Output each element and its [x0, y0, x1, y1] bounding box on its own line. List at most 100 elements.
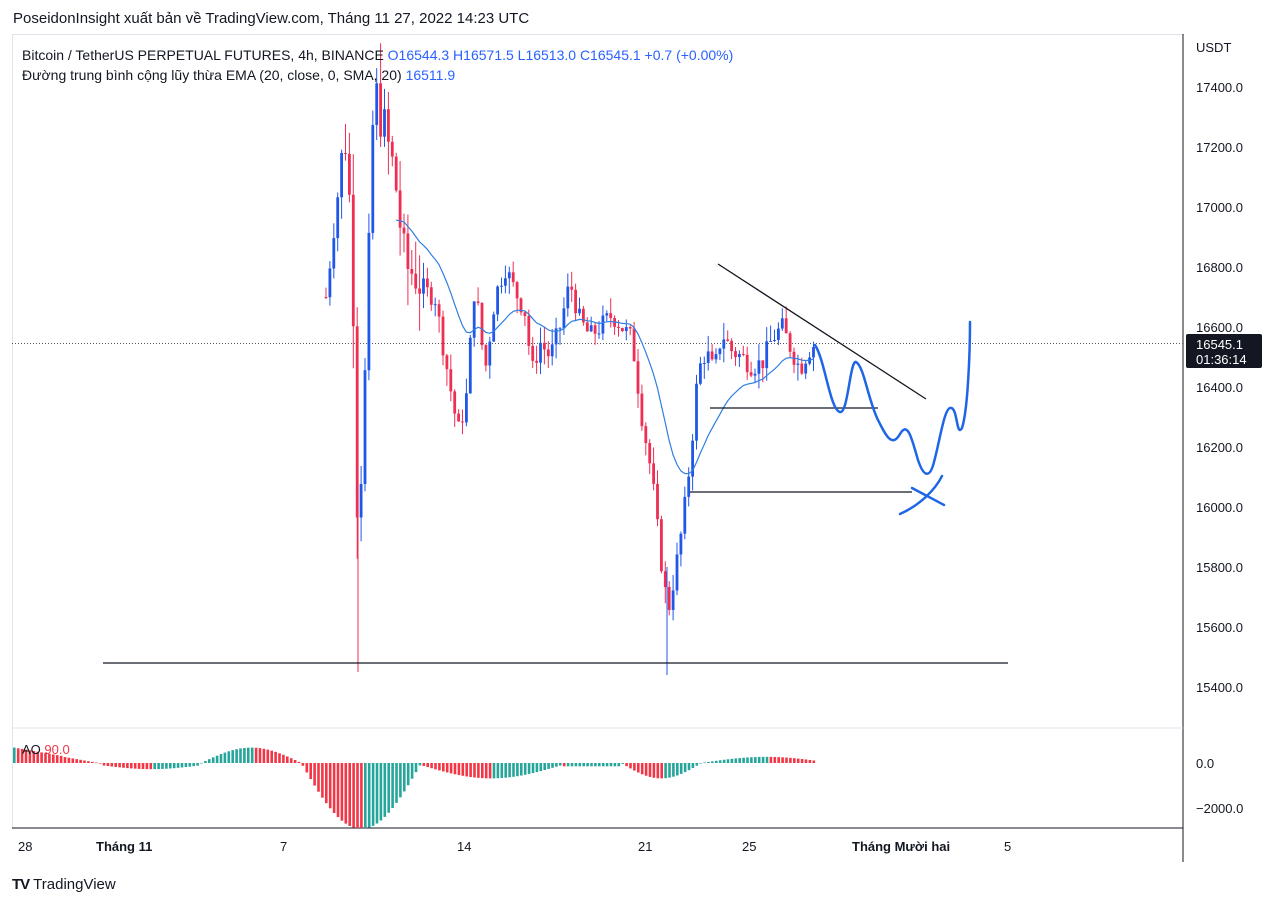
candle-body — [363, 370, 367, 485]
candle-body — [804, 363, 808, 374]
ao-bar — [718, 760, 722, 763]
candle-body — [738, 353, 741, 358]
ao-bar — [352, 763, 355, 828]
ao-bar — [321, 763, 324, 798]
ao-bar — [812, 760, 816, 763]
candle-body — [757, 360, 761, 374]
ao-bar — [531, 763, 535, 774]
ema-value: 16511.9 — [405, 67, 456, 83]
ao-bar — [356, 763, 359, 828]
time-tick-label: Tháng Mười hai — [852, 839, 950, 854]
ao-bar — [683, 763, 687, 773]
ao-bar — [590, 763, 593, 767]
ao-bar — [371, 763, 375, 826]
ao-bar — [574, 763, 578, 767]
x-mark-stroke — [910, 486, 946, 507]
ao-bar — [461, 763, 465, 776]
price-tick-label: 16400.0 — [1196, 380, 1243, 395]
ao-bar — [28, 750, 32, 763]
candle-body — [621, 328, 624, 332]
ao-bar — [239, 748, 242, 763]
ao-bar — [586, 763, 589, 767]
ao-bar — [258, 748, 262, 763]
ao-bar — [286, 756, 289, 763]
ohlc-values: O16544.3 H16571.5 L16513.0 C16545.1 +0.7… — [387, 47, 734, 63]
ao-bar — [395, 763, 398, 803]
price-tick-label: 15400.0 — [1196, 680, 1243, 695]
ao-bar — [562, 763, 566, 767]
candle-body — [691, 440, 694, 477]
candle-body — [340, 153, 343, 198]
candle-body — [722, 339, 726, 349]
ao-bar — [613, 763, 617, 767]
ao-bar — [730, 758, 734, 763]
ao-bar — [83, 760, 86, 763]
symbol-name[interactable]: Bitcoin / TetherUS PERPETUAL FUTURES, 4h… — [22, 47, 384, 63]
candle-body — [328, 268, 332, 298]
ao-bar — [192, 763, 195, 767]
ao-bar — [481, 763, 484, 779]
ao-bar — [243, 747, 246, 763]
candle-body — [351, 194, 355, 327]
candle-body — [418, 288, 421, 294]
candle-body — [753, 373, 757, 376]
candle-body — [761, 360, 765, 369]
candle-body — [640, 393, 644, 427]
candle-body — [336, 197, 340, 239]
candle-body — [535, 360, 538, 363]
candle-body — [379, 83, 382, 137]
time-tick-label: 7 — [280, 839, 287, 854]
ao-bar — [274, 751, 277, 763]
ao-bar — [16, 748, 20, 763]
ao-bar — [687, 763, 691, 771]
candle-body — [511, 272, 515, 283]
ao-name: AO — [22, 742, 41, 757]
ao-bar — [434, 763, 437, 770]
ao-bar — [141, 763, 145, 770]
candle-body — [359, 484, 363, 518]
candle-body — [663, 571, 667, 588]
ao-bar — [414, 763, 418, 773]
candle-body — [429, 287, 433, 305]
candle-body — [745, 354, 749, 373]
ao-histogram — [13, 747, 816, 828]
candle-body — [484, 345, 488, 366]
candle-body — [777, 328, 780, 340]
candle-body — [394, 156, 398, 191]
ao-legend[interactable]: AO 90.0 — [22, 742, 70, 757]
ao-bar — [652, 763, 656, 778]
ao-bar — [24, 749, 28, 763]
candle-body — [734, 351, 737, 358]
ao-bar — [449, 763, 453, 774]
ao-bar — [785, 757, 788, 763]
candle-body — [355, 326, 359, 518]
ao-bar — [738, 758, 741, 763]
candle-body — [632, 328, 636, 362]
candle-body — [426, 278, 429, 288]
candle-body — [562, 308, 566, 329]
ema-label[interactable]: Đường trung bình cộng lũy thừa EMA (20, … — [22, 67, 402, 83]
ao-bar — [130, 763, 133, 769]
candle-body — [644, 426, 648, 444]
last-price-badge — [1186, 334, 1262, 368]
tradingview-footer[interactable]: TV TradingView — [12, 876, 116, 893]
ao-bar — [126, 763, 129, 769]
candle-body — [566, 286, 570, 309]
ao-bar — [153, 763, 156, 770]
candle-body — [371, 124, 375, 233]
price-tick-label: 16000.0 — [1196, 500, 1243, 515]
candle-body — [710, 351, 714, 360]
candle-body — [648, 443, 652, 464]
price-tick-label: 16800.0 — [1196, 260, 1243, 275]
ao-bar — [375, 763, 379, 824]
ao-bar — [668, 763, 671, 778]
ao-bar — [332, 763, 336, 813]
candle-body — [741, 353, 745, 355]
ao-bar — [539, 763, 543, 772]
ao-bar — [169, 763, 172, 769]
price-tick-label: 16600.0 — [1196, 320, 1243, 335]
ao-bar — [391, 763, 394, 809]
brand-name: TradingView — [33, 876, 116, 893]
ao-bar — [508, 763, 511, 778]
